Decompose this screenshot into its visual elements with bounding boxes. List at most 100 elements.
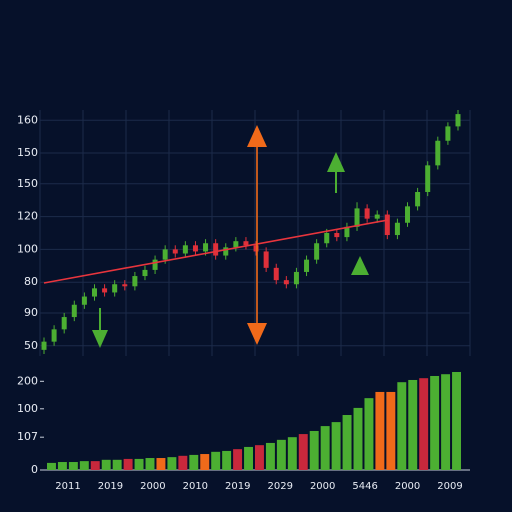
trend-line bbox=[43, 219, 389, 284]
candle-body bbox=[223, 247, 229, 256]
candle-body bbox=[293, 271, 299, 285]
candle-body bbox=[51, 329, 57, 342]
candle-body bbox=[263, 251, 269, 268]
candle-body bbox=[102, 288, 108, 293]
volume-bar bbox=[386, 391, 396, 470]
candle-body bbox=[304, 259, 310, 272]
candle-body bbox=[122, 284, 128, 287]
candle-body bbox=[354, 208, 360, 227]
volume-bar bbox=[101, 459, 111, 470]
volume-bar bbox=[419, 378, 429, 470]
volume-bar bbox=[276, 439, 286, 470]
x-tick-label: 2000 bbox=[140, 481, 165, 492]
x-tick-label: 2010 bbox=[183, 481, 208, 492]
candle-body bbox=[142, 269, 148, 277]
candle-body bbox=[394, 222, 400, 236]
candle-body bbox=[91, 288, 97, 297]
y-tick-label: 0 bbox=[31, 463, 38, 476]
candle-body bbox=[81, 296, 87, 305]
candle-body bbox=[405, 206, 411, 223]
candle-body bbox=[415, 192, 421, 207]
x-tick-label: 2011 bbox=[55, 481, 80, 492]
y-tick-label: 100 bbox=[17, 402, 38, 415]
candle-body bbox=[374, 214, 380, 219]
candle-body bbox=[334, 233, 340, 238]
y-tick-label: 90 bbox=[24, 306, 38, 319]
candle-body bbox=[71, 304, 77, 318]
candle-body bbox=[61, 317, 67, 330]
volume-bar bbox=[189, 454, 199, 470]
candle-body bbox=[203, 243, 209, 252]
candle-body bbox=[162, 249, 168, 260]
volume-bar bbox=[47, 462, 56, 470]
up-arrow bbox=[327, 152, 345, 193]
candle-body bbox=[182, 245, 188, 254]
x-tick-label: 2000 bbox=[395, 481, 420, 492]
candle-body bbox=[425, 165, 431, 192]
x-tick-label: 2000 bbox=[310, 481, 335, 492]
y-tick-label: 107 bbox=[17, 430, 38, 443]
x-tick-label: 5446 bbox=[352, 481, 377, 492]
volume-bar bbox=[430, 375, 440, 470]
volume-bar bbox=[145, 458, 155, 470]
volume-bar bbox=[79, 461, 89, 470]
plot-layer: 50 90 80 100 120 150 150 160 0 107 100 200 2011 2019 2… bbox=[17, 110, 471, 492]
candle-body bbox=[445, 126, 451, 141]
candle-body bbox=[112, 284, 118, 293]
candle-body bbox=[253, 245, 259, 252]
volume-bar bbox=[287, 437, 297, 470]
candle-body bbox=[435, 140, 441, 166]
candle-body bbox=[192, 245, 198, 252]
y-tick-label: 50 bbox=[24, 339, 38, 352]
candle-body bbox=[283, 280, 289, 285]
volume-bar bbox=[353, 407, 363, 470]
volume-bar bbox=[397, 382, 407, 470]
volume-bar bbox=[309, 430, 319, 470]
candle-body bbox=[41, 341, 47, 350]
volume-bar bbox=[375, 391, 385, 470]
candle-body bbox=[132, 276, 138, 287]
volume-bar bbox=[233, 449, 243, 470]
volume-bar bbox=[211, 451, 221, 470]
volume-bar bbox=[441, 374, 451, 470]
x-tick-label: 2019 bbox=[98, 481, 123, 492]
volume-bar bbox=[255, 445, 264, 470]
candle-body bbox=[243, 241, 249, 246]
volume-bar bbox=[452, 371, 461, 470]
volume-bar bbox=[265, 442, 275, 470]
x-tick-label: 2009 bbox=[437, 481, 462, 492]
down-arrow bbox=[92, 308, 108, 348]
volume-bar bbox=[320, 426, 330, 470]
y-tick-label: 200 bbox=[17, 374, 38, 387]
candle-body bbox=[152, 259, 158, 270]
y-tick-label: 120 bbox=[17, 210, 38, 223]
y-tick-label: 160 bbox=[17, 113, 38, 126]
volume-bar bbox=[156, 458, 166, 470]
y-tick-label: 150 bbox=[17, 177, 38, 190]
candle-body bbox=[172, 249, 178, 254]
volume-bar bbox=[134, 458, 144, 470]
volume-bar bbox=[112, 459, 122, 470]
x-tick-label: 2029 bbox=[267, 481, 292, 492]
up-arrow bbox=[351, 256, 369, 275]
volume-bar bbox=[167, 457, 177, 470]
volume-bar bbox=[331, 422, 341, 470]
candle-body bbox=[233, 241, 239, 248]
y-tick-label: 150 bbox=[17, 146, 38, 159]
candle-body bbox=[344, 226, 350, 238]
candle-body bbox=[213, 243, 219, 256]
range-arrow bbox=[247, 125, 267, 345]
volume-bar bbox=[222, 450, 232, 470]
y-tick-label: 80 bbox=[24, 275, 38, 288]
y-tick-label: 100 bbox=[17, 242, 38, 255]
volume-bar bbox=[90, 461, 100, 470]
volume-bar bbox=[298, 434, 308, 470]
volume-bar bbox=[178, 455, 188, 470]
candle-body bbox=[324, 233, 330, 244]
volume-bar bbox=[200, 454, 210, 470]
candle-body bbox=[384, 214, 390, 236]
volume-bar bbox=[364, 398, 374, 470]
candle-body bbox=[364, 208, 370, 219]
volume-bar bbox=[68, 462, 78, 470]
